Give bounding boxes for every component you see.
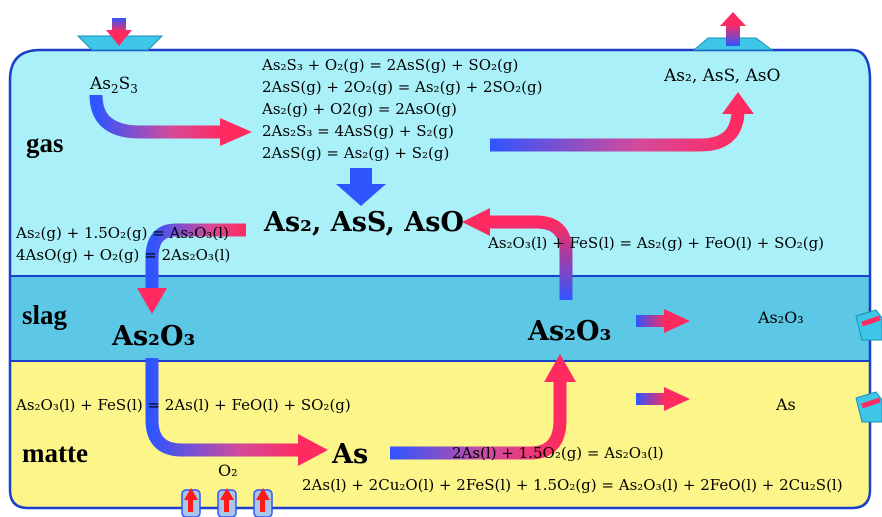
tuyere-1 [181,488,201,517]
tuyere-3 [253,488,273,517]
vessel-outline [8,48,872,510]
matte-outlet-arrow-icon [664,387,690,411]
slag-outlet-species: As₂O₃ [758,308,804,327]
gas-reaction: 2As₂S₃ = 4AsS(g) + S₂(g) [262,122,454,140]
zone-label-gas: gas [26,128,64,158]
matte-reduction-reaction: As₂O₃(l) + FeS(l) = 2As(l) + FeO(l) + SO… [16,396,351,414]
outlet-up-arrow-icon [720,12,746,26]
zone-label-matte: matte [22,438,88,468]
center-down-arrow-icon [336,184,386,206]
gas-reaction: As₂(g) + O2(g) = 2AsO(g) [262,100,457,118]
condense-reaction: 4AsO(g) + O₂(g) = 2As₂O₃(l) [16,246,231,264]
slag-outlet-arrow-icon [664,309,690,333]
matte-oxidation-reaction: 2As(l) + 2Cu₂O(l) + 2FeS(l) + 1.5O₂(g) =… [302,476,843,494]
tuyere-2 [217,488,237,517]
matte-outlet-species: As [776,395,796,414]
volatilize-reaction: As₂O₃(l) + FeS(l) = As₂(g) + FeO(l) + SO… [488,234,825,252]
matte-oxidation-reaction: 2As(l) + 1.5O₂(g) = As₂O₃(l) [452,444,664,462]
gas-outlet-species: As₂, AsS, AsO [664,66,781,86]
gas-center-species: As₂, AsS, AsO [264,207,464,238]
inlet-down-arrow-icon [106,30,132,46]
zone-label-slag: slag [22,300,68,330]
volatilize-arrow [488,215,573,300]
gas-reaction: As₂S₃ + O₂(g) = 2AsS(g) + SO₂(g) [262,56,519,74]
oxidation-arrow [390,380,567,460]
inlet-species: As2S3 [90,74,138,97]
condense-arrow [145,223,246,290]
matte-species: As [332,439,369,470]
condense-reaction: As₂(g) + 1.5O₂(g) = As₂O₃(l) [16,224,229,242]
gas-outlet-arrow [490,109,745,152]
gas-reaction: 2AsS(g) = As₂(g) + S₂(g) [262,144,450,162]
slag-species-left: As₂O₃ [112,321,196,352]
slag-species-right: As₂O₃ [528,316,612,347]
oxygen-label: O₂ [218,461,238,480]
gas-reaction: 2AsS(g) + 2O₂(g) = As₂(g) + 2SO₂(g) [262,78,543,96]
gas-inlet-arrow [89,94,222,139]
reduction-arrow [145,358,300,457]
